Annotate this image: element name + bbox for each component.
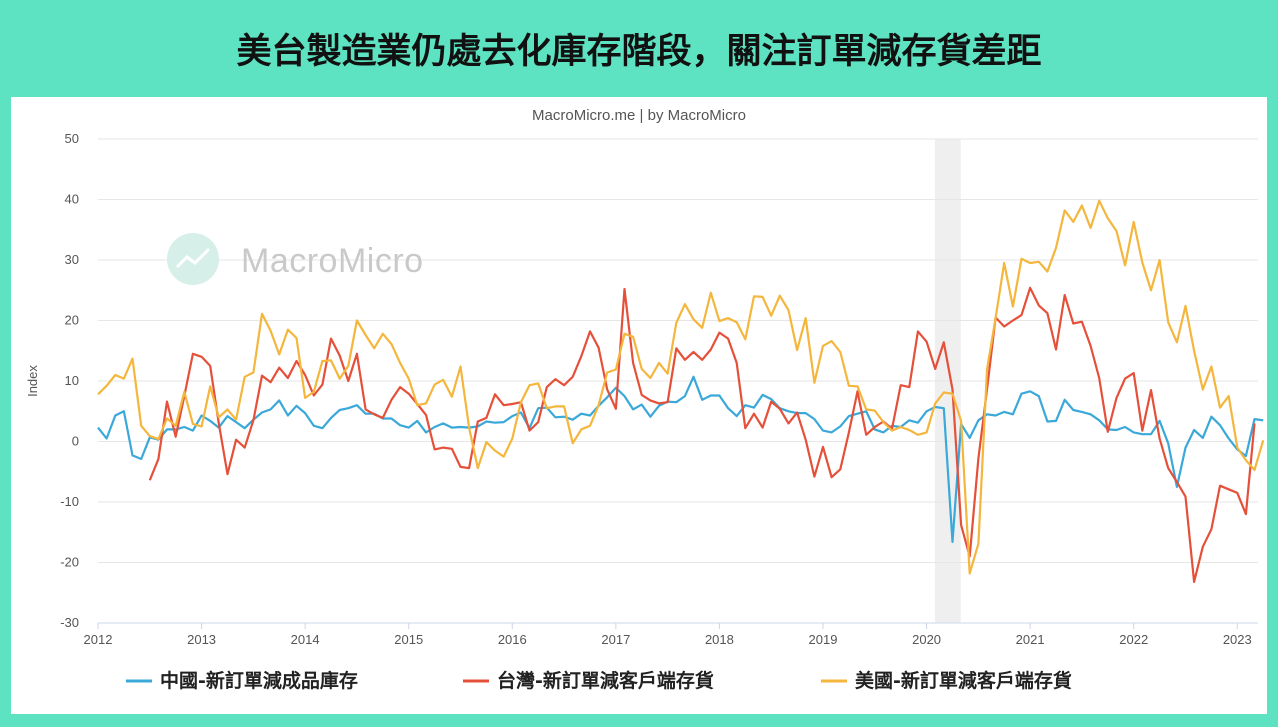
line-chart: MacroMicro MacroMicro.me | by MacroMicro…: [25, 107, 1265, 692]
series-line-1: [97, 375, 1264, 543]
gridlines: [98, 138, 1258, 624]
y-tick-label: -20: [60, 555, 79, 570]
series-lines: [97, 199, 1265, 583]
x-tick-label: 2022: [1119, 632, 1148, 647]
y-tick-label: -10: [60, 494, 79, 509]
y-tick-label: 0: [72, 434, 79, 449]
legend: 中國-新訂單減成品庫存 台灣-新訂單減客戶端存貨 美國-新訂單減客戶端存貨: [126, 669, 1072, 692]
x-tick-label: 2020: [912, 632, 941, 647]
y-tick-label: 20: [65, 313, 79, 328]
y-tick-label: 40: [65, 192, 79, 207]
x-tick-label: 2018: [705, 632, 734, 647]
x-tick-label: 2014: [291, 632, 320, 647]
x-tick-label: 2021: [1016, 632, 1045, 647]
x-tick-label: 2016: [498, 632, 527, 647]
watermark: MacroMicro: [167, 233, 424, 285]
series-line-2: [148, 286, 1256, 583]
x-tick-label: 2017: [601, 632, 630, 647]
y-tick-label: 50: [65, 131, 79, 146]
chart-subtitle: MacroMicro.me | by MacroMicro: [532, 107, 746, 124]
y-tick-label: 10: [65, 373, 79, 388]
x-tick-label: 2012: [84, 632, 113, 647]
y-axis-label: Index: [25, 365, 40, 397]
legend-label[interactable]: 台灣-新訂單減客戶端存貨: [497, 669, 714, 692]
x-tick-label: 2015: [394, 632, 423, 647]
series-line-3: [97, 199, 1265, 575]
watermark-text: MacroMicro: [241, 242, 424, 280]
legend-label[interactable]: 中國-新訂單減成品庫存: [160, 669, 358, 692]
x-tick-label: 2019: [809, 632, 838, 647]
chart-panel: MacroMicro MacroMicro.me | by MacroMicro…: [11, 97, 1267, 714]
y-tick-label: 30: [65, 252, 79, 267]
legend-label[interactable]: 美國-新訂單減客戶端存貨: [855, 669, 1072, 692]
x-axis-ticks: 2012 2013 2014 2015 2016 2017 2018 2019 2020 2021…: [84, 623, 1252, 647]
headline-banner: 美台製造業仍處去化庫存階段，關注訂單減存貨差距: [236, 31, 1042, 72]
y-axis-ticks: -30 -20 -10 0 10 20 30 40 50: [60, 131, 79, 630]
y-tick-label: -30: [60, 615, 79, 630]
x-tick-label: 2013: [187, 632, 216, 647]
x-tick-label: 2023: [1223, 632, 1252, 647]
